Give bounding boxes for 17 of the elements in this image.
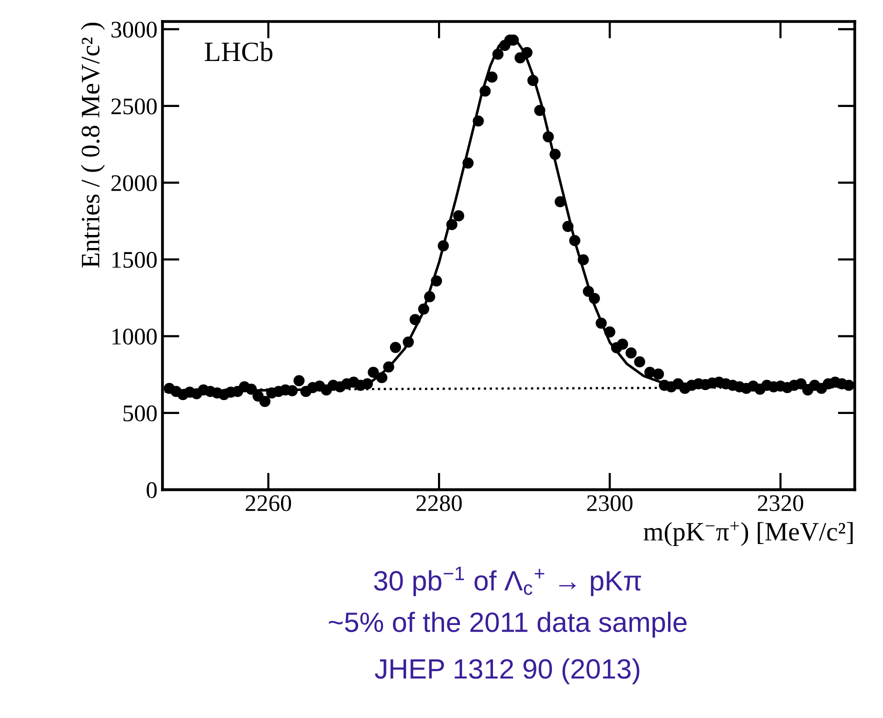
annotation: LHCb: [204, 42, 272, 62]
y-tick-label: 2500: [111, 98, 157, 114]
text: JHEP 1312 90 (2013): [374, 658, 640, 684]
text: 30 pb$^{−1}$ of Λ$_{c}$$^{+}$ → pKπ: [374, 566, 642, 596]
y-tick-label: 3000: [112, 22, 157, 38]
y-axis-title: Entries / ( 0.8 MeV/c² ): [80, 22, 105, 268]
x-tick-label: 2300: [587, 495, 632, 512]
x-tick-label: 2260: [246, 495, 292, 512]
y-tick-label: 0: [146, 482, 157, 498]
x-axis-title: m(pK$^{−}$π$^{+}$) [MeV/c²]: [644, 522, 853, 546]
text: ~5% of the 2011 data sample: [328, 612, 687, 638]
y-tick-label: 2000: [111, 175, 157, 192]
y-tick-label: 1000: [112, 328, 157, 345]
y-tick-label: 1500: [112, 252, 157, 268]
x-tick-label: 2320: [758, 495, 804, 512]
y-tick-label: 500: [124, 405, 157, 422]
x-tick-label: 2280: [416, 495, 462, 512]
